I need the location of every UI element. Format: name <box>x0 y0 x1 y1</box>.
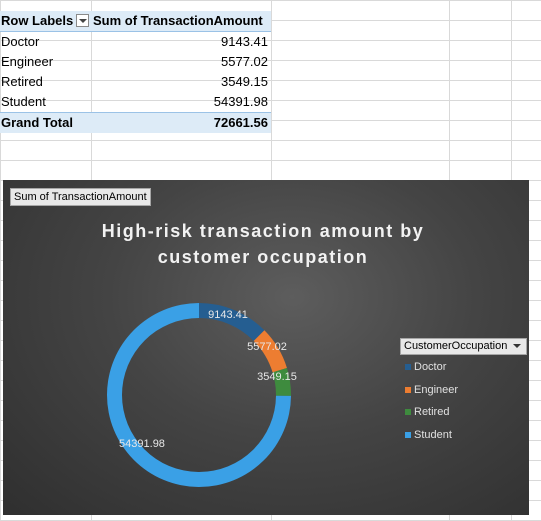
legend-field-label: CustomerOccupation <box>404 340 508 352</box>
pivot-row-value: 5577.02 <box>221 54 268 69</box>
pivot-row[interactable]: Retired 3549.15 <box>0 72 271 92</box>
legend-label: Engineer <box>414 383 459 396</box>
pivot-row-label: Doctor <box>1 34 40 49</box>
row-labels-header: Row Labels <box>1 13 74 28</box>
pivot-grand-total-row[interactable]: Grand Total 72661.56 <box>0 112 271 133</box>
data-label: 5577.02 <box>247 341 287 353</box>
pivot-header-row: Row Labels Sum of TransactionAmount <box>0 11 271 32</box>
legend-swatch <box>405 364 411 370</box>
pivot-row-label: Student <box>1 94 46 109</box>
donut-chart: 9143.41 5577.02 3549.15 54391.98 <box>107 303 297 487</box>
chart-title-line: High-risk transaction amount by <box>101 221 425 241</box>
data-label: 54391.98 <box>119 438 165 450</box>
value-field-button[interactable]: Sum of TransactionAmount <box>10 188 151 206</box>
chart-title-line: customer occupation <box>157 247 369 267</box>
grand-total-value: 72661.56 <box>213 115 268 130</box>
pivot-row-label: Retired <box>1 74 43 89</box>
pivot-row[interactable]: Student 54391.98 <box>0 92 271 112</box>
donut-slice-engineer[interactable] <box>253 330 287 373</box>
pivot-row[interactable]: Doctor 9143.41 <box>0 32 271 52</box>
pivot-chart[interactable]: Sum of TransactionAmount High-risk trans… <box>3 180 529 515</box>
row-labels-filter-button[interactable] <box>76 14 89 27</box>
pivot-row-value: 3549.15 <box>221 74 268 89</box>
legend-swatch <box>405 386 411 393</box>
data-label: 3549.15 <box>257 371 297 383</box>
pivot-row-value: 54391.98 <box>213 94 268 109</box>
chart-title: High-risk transaction amount by customer… <box>63 218 463 270</box>
pivot-row[interactable]: Engineer 5577.02 <box>0 52 271 72</box>
donut-slice-doctor[interactable] <box>199 303 265 341</box>
pivot-table: Row Labels Sum of TransactionAmount Doct… <box>0 11 271 133</box>
legend-label: Doctor <box>414 361 447 373</box>
legend-swatch <box>405 431 411 438</box>
donut-slice-retired[interactable] <box>272 367 291 396</box>
grand-total-label: Grand Total <box>1 115 73 130</box>
legend-swatch <box>405 409 411 415</box>
pivot-row-value: 9143.41 <box>221 34 268 49</box>
legend-label: Student <box>414 428 452 441</box>
data-label: 9143.41 <box>208 309 248 321</box>
pivot-row-label: Engineer <box>1 54 54 69</box>
value-field-header: Sum of TransactionAmount <box>93 13 263 28</box>
legend-label: Retired <box>414 406 450 418</box>
chevron-down-icon <box>513 344 522 348</box>
legend-field-button[interactable]: CustomerOccupation <box>400 338 528 355</box>
